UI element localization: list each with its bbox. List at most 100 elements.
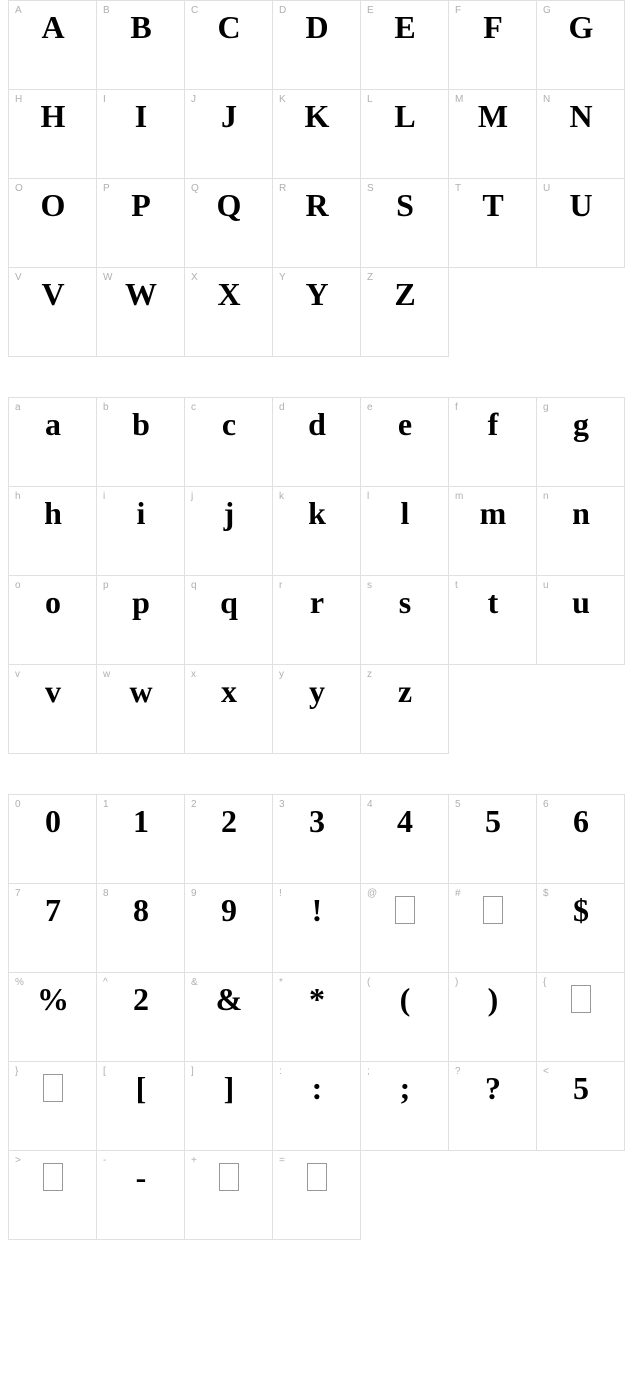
glyph-cell[interactable]: PP <box>97 179 185 268</box>
empty-cell <box>537 1151 625 1239</box>
glyph-cell[interactable]: 44 <box>361 795 449 884</box>
glyph-cell[interactable]: (( <box>361 973 449 1062</box>
glyph-cell[interactable]: NN <box>537 90 625 179</box>
glyph-cell[interactable]: FF <box>449 1 537 90</box>
glyph-cell[interactable]: = <box>273 1151 361 1240</box>
glyph-cell[interactable]: OO <box>9 179 97 268</box>
glyph-cell[interactable]: QQ <box>185 179 273 268</box>
glyph-cell[interactable]: ii <box>97 487 185 576</box>
glyph-cell[interactable]: nn <box>537 487 625 576</box>
glyph-display: 8 <box>97 892 184 929</box>
glyph-cell[interactable]: ss <box>361 576 449 665</box>
glyph-display: & <box>185 981 272 1018</box>
glyph-display: a <box>9 406 96 443</box>
glyph-cell[interactable]: RR <box>273 179 361 268</box>
glyph-cell[interactable]: LL <box>361 90 449 179</box>
glyph-cell[interactable]: ZZ <box>361 268 449 357</box>
glyph-cell[interactable]: CC <box>185 1 273 90</box>
glyph-cell[interactable]: xx <box>185 665 273 754</box>
glyph-cell[interactable]: } <box>9 1062 97 1151</box>
glyph-cell[interactable]: WW <box>97 268 185 357</box>
glyph-cell[interactable]: 22 <box>185 795 273 884</box>
glyph-cell[interactable]: kk <box>273 487 361 576</box>
glyph-cell[interactable]: > <box>9 1151 97 1240</box>
glyph-cell[interactable]: XX <box>185 268 273 357</box>
glyph-cell[interactable]: YY <box>273 268 361 357</box>
glyph-cell[interactable]: 88 <box>97 884 185 973</box>
glyph-cell[interactable]: hh <box>9 487 97 576</box>
glyph-cell[interactable]: zz <box>361 665 449 754</box>
glyph-display: 0 <box>9 803 96 840</box>
glyph-cell[interactable]: :: <box>273 1062 361 1151</box>
glyph-cell[interactable]: [[ <box>97 1062 185 1151</box>
glyph-cell[interactable]: 55 <box>449 795 537 884</box>
glyph-cell[interactable]: jj <box>185 487 273 576</box>
glyph-cell[interactable]: DD <box>273 1 361 90</box>
glyph-cell[interactable]: HH <box>9 90 97 179</box>
glyph-cell[interactable]: <5 <box>537 1062 625 1151</box>
glyph-cell[interactable]: pp <box>97 576 185 665</box>
glyph-cell[interactable]: MM <box>449 90 537 179</box>
glyph-cell[interactable]: KK <box>273 90 361 179</box>
glyph-cell[interactable]: 99 <box>185 884 273 973</box>
glyph-cell[interactable]: bb <box>97 398 185 487</box>
glyph-cell[interactable]: AA <box>9 1 97 90</box>
glyph-cell[interactable]: rr <box>273 576 361 665</box>
glyph-cell[interactable]: SS <box>361 179 449 268</box>
glyph-display: : <box>273 1070 360 1107</box>
glyph-cell[interactable]: GG <box>537 1 625 90</box>
glyph-cell[interactable]: ee <box>361 398 449 487</box>
glyph-cell[interactable]: ]] <box>185 1062 273 1151</box>
section-numbers-symbols: 00112233445566 778899!! @ #$$%%^2&&**(()){}… <box>0 794 640 1240</box>
glyph-cell[interactable]: vv <box>9 665 97 754</box>
cell-label: @ <box>367 888 377 899</box>
glyph-cell[interactable]: ** <box>273 973 361 1062</box>
glyph-display: 7 <box>9 892 96 929</box>
glyph-cell[interactable]: BB <box>97 1 185 90</box>
glyph-cell[interactable]: %% <box>9 973 97 1062</box>
glyph-display: o <box>9 584 96 621</box>
glyph-cell[interactable]: TT <box>449 179 537 268</box>
glyph-cell[interactable]: dd <box>273 398 361 487</box>
glyph-cell[interactable]: ?? <box>449 1062 537 1151</box>
glyph-cell[interactable]: ^2 <box>97 973 185 1062</box>
glyph-cell[interactable]: 00 <box>9 795 97 884</box>
glyph-cell[interactable]: tt <box>449 576 537 665</box>
glyph-cell[interactable]: uu <box>537 576 625 665</box>
missing-glyph-icon <box>219 1163 239 1191</box>
glyph-cell[interactable]: JJ <box>185 90 273 179</box>
glyph-cell[interactable]: gg <box>537 398 625 487</box>
glyph-display: [ <box>97 1070 184 1107</box>
glyph-cell[interactable]: !! <box>273 884 361 973</box>
glyph-cell[interactable]: # <box>449 884 537 973</box>
glyph-cell[interactable]: && <box>185 973 273 1062</box>
glyph-cell[interactable]: cc <box>185 398 273 487</box>
glyph-cell[interactable]: oo <box>9 576 97 665</box>
glyph-cell[interactable]: -- <box>97 1151 185 1240</box>
glyph-cell[interactable]: aa <box>9 398 97 487</box>
glyph-cell[interactable]: ll <box>361 487 449 576</box>
glyph-cell[interactable]: EE <box>361 1 449 90</box>
glyph-cell[interactable]: qq <box>185 576 273 665</box>
glyph-cell[interactable]: II <box>97 90 185 179</box>
glyph-display: p <box>97 584 184 621</box>
glyph-cell[interactable]: @ <box>361 884 449 973</box>
glyph-cell[interactable]: $$ <box>537 884 625 973</box>
glyph-cell[interactable]: ;; <box>361 1062 449 1151</box>
glyph-display: 4 <box>361 803 448 840</box>
glyph-cell[interactable]: UU <box>537 179 625 268</box>
glyph-cell[interactable]: mm <box>449 487 537 576</box>
glyph-display: - <box>97 1159 184 1196</box>
glyph-cell[interactable]: 77 <box>9 884 97 973</box>
glyph-cell[interactable]: 11 <box>97 795 185 884</box>
glyph-cell[interactable]: ff <box>449 398 537 487</box>
empty-cell <box>449 268 537 356</box>
glyph-cell[interactable]: 66 <box>537 795 625 884</box>
glyph-cell[interactable]: { <box>537 973 625 1062</box>
glyph-cell[interactable]: )) <box>449 973 537 1062</box>
glyph-cell[interactable]: VV <box>9 268 97 357</box>
glyph-cell[interactable]: ww <box>97 665 185 754</box>
glyph-cell[interactable]: 33 <box>273 795 361 884</box>
glyph-cell[interactable]: + <box>185 1151 273 1240</box>
glyph-cell[interactable]: yy <box>273 665 361 754</box>
